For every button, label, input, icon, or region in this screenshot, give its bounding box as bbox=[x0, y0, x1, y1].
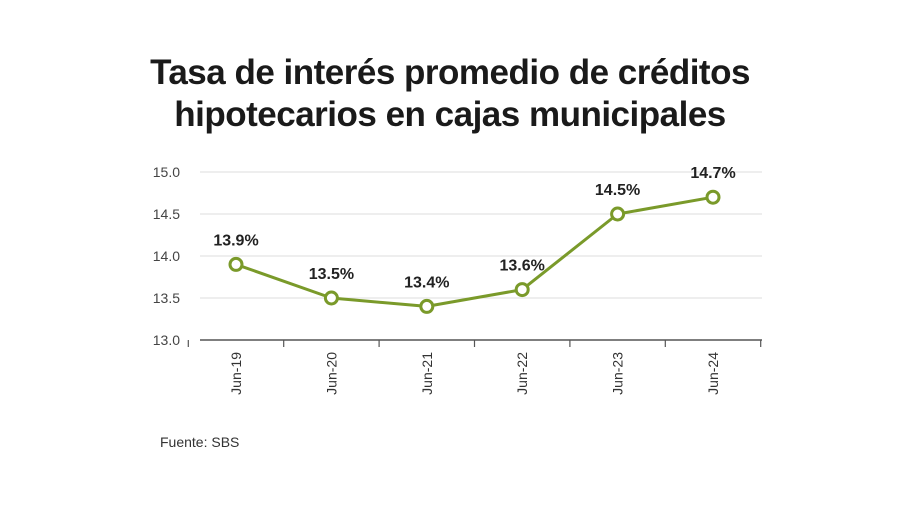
chart-title-line-1: Tasa de interés promedio de créditos bbox=[150, 53, 750, 92]
x-tick-label: Jun-20 bbox=[323, 352, 339, 395]
data-label: 14.5% bbox=[595, 182, 640, 199]
data-point bbox=[228, 256, 244, 272]
data-label: 13.5% bbox=[309, 266, 354, 283]
grid-lines bbox=[200, 171, 762, 299]
series-line-path bbox=[234, 195, 715, 308]
y-tick-label: 13.5 bbox=[153, 290, 180, 306]
x-tick-label: Jun-19 bbox=[228, 352, 244, 395]
x-tick-label: Jun-21 bbox=[419, 352, 435, 395]
data-labels: 13.9% 13.5% 13.4% 13.6% 14.5% 14.7% bbox=[213, 165, 735, 291]
x-tick-label: Jun-24 bbox=[705, 352, 721, 395]
y-tick-label: 14.0 bbox=[153, 248, 180, 264]
data-label: 13.6% bbox=[500, 258, 545, 275]
data-points bbox=[228, 189, 721, 314]
y-tick-label: 13.0 bbox=[153, 332, 180, 348]
data-point bbox=[705, 189, 721, 205]
data-point bbox=[610, 206, 626, 222]
x-tick-label: Jun-23 bbox=[610, 352, 626, 395]
data-label: 13.9% bbox=[213, 232, 258, 249]
data-label: 13.4% bbox=[404, 274, 449, 291]
data-label: 14.7% bbox=[690, 165, 735, 182]
chart-title: Tasa de interés promedio de créditos hip… bbox=[0, 52, 900, 136]
chart-title-line-2: hipotecarios en cajas municipales bbox=[174, 95, 726, 134]
data-point bbox=[323, 290, 339, 306]
source-note: Fuente: SBS bbox=[160, 434, 240, 450]
series-line bbox=[234, 195, 715, 308]
axes: 13.0 13.5 14.0 14.5 15.0 Jun-19 Jun-20 Jun-21 Ju… bbox=[153, 164, 762, 395]
data-point bbox=[514, 282, 530, 298]
y-tick-label: 15.0 bbox=[153, 164, 180, 180]
x-tick-label: Jun-22 bbox=[514, 352, 530, 395]
data-point bbox=[419, 298, 435, 314]
y-tick-label: 14.5 bbox=[153, 206, 180, 222]
